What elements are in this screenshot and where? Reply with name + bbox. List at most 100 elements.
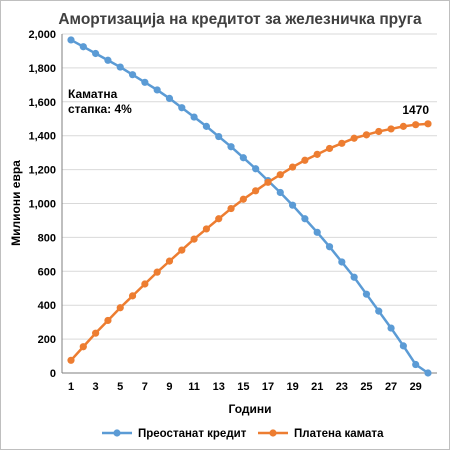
series-line: [70, 38, 429, 375]
data-point: [165, 94, 174, 103]
end-value-label: 1470: [402, 103, 429, 117]
data-point: [153, 268, 161, 276]
x-tick-label: 27: [385, 381, 397, 393]
data-point: [424, 120, 432, 128]
data-point: [202, 122, 211, 130]
data-point: [202, 225, 211, 233]
x-tick-label: 1: [68, 381, 74, 393]
data-point: [338, 139, 346, 147]
data-point: [128, 292, 137, 300]
data-point: [288, 163, 297, 171]
x-tick-label: 23: [336, 381, 348, 393]
legend-label: Платена камата: [294, 428, 384, 440]
data-point: [79, 343, 87, 351]
data-point: [325, 144, 334, 153]
x-tick-label: 19: [286, 381, 298, 393]
legend: Преостанат кредит Платена камата: [102, 428, 384, 440]
data-point: [252, 165, 260, 173]
data-point: [104, 56, 112, 64]
chart-title: Амортизација на кредитот за железничка п…: [58, 11, 422, 28]
data-point: [350, 273, 358, 281]
data-point: [79, 43, 87, 51]
data-point: [239, 195, 247, 203]
data-point: [276, 188, 284, 197]
x-tick-label: 3: [93, 381, 99, 393]
data-point: [288, 201, 297, 209]
data-point: [424, 369, 432, 377]
data-point: [67, 356, 75, 364]
data-point: [362, 131, 371, 139]
data-point: [67, 36, 75, 44]
data-point: [313, 150, 321, 158]
data-point: [215, 215, 223, 223]
data-point: [387, 324, 395, 332]
data-point: [264, 178, 272, 186]
data-point: [215, 132, 223, 141]
gridlines: [62, 33, 437, 340]
rate-annotation-line2: стапка: 4%: [68, 102, 132, 116]
x-tick-label: 15: [237, 381, 249, 393]
data-point: [165, 257, 174, 265]
data-point: [412, 121, 420, 129]
legend-swatch-marker: [113, 429, 121, 437]
data-point: [350, 134, 358, 142]
y-tick-label: 600: [38, 266, 56, 278]
series-line: [70, 122, 429, 362]
rate-annotation-line1: Каматна: [68, 87, 118, 101]
data-point: [399, 122, 407, 130]
x-tick-label: 11: [188, 381, 200, 393]
x-tick-label: 25: [360, 381, 372, 393]
data-point: [178, 104, 186, 112]
data-point: [375, 127, 383, 136]
x-axis-label: Години: [229, 402, 272, 416]
data-point: [313, 228, 321, 236]
x-tick-label: 7: [142, 381, 148, 393]
y-tick-label: 800: [38, 232, 56, 244]
y-axis-label: Милиони евра: [9, 160, 23, 246]
data-point: [362, 290, 371, 298]
x-tick-label: 5: [117, 381, 123, 393]
y-tick-label: 400: [38, 300, 56, 312]
data-point: [141, 78, 149, 86]
y-tick-label: 2,000: [28, 29, 56, 41]
x-tick-label: 9: [166, 381, 172, 393]
data-point: [276, 171, 284, 179]
data-point: [141, 280, 149, 288]
data-point: [412, 360, 420, 369]
data-point: [190, 235, 198, 243]
data-point: [252, 187, 260, 195]
axes: [61, 34, 437, 374]
data-point: [178, 246, 186, 254]
series-1: [67, 36, 432, 377]
y-tick-label: 0: [50, 368, 56, 380]
data-point: [301, 215, 309, 223]
y-tick-label: 1,600: [28, 97, 56, 109]
data-point: [227, 204, 235, 213]
x-tick-label: 17: [262, 381, 274, 393]
data-point: [116, 304, 124, 312]
data-point: [128, 71, 137, 79]
y-tick-label: 200: [38, 334, 56, 346]
y-tick-label: 1,000: [28, 199, 56, 211]
data-point: [104, 316, 112, 325]
data-point: [239, 154, 247, 162]
data-point: [92, 329, 100, 337]
data-point: [375, 307, 383, 315]
y-tick-label: 1,400: [28, 131, 56, 143]
y-tick-labels: 0 200 400 600 800 1,000 1,200 1,400 1,600 1,800 2,…: [28, 29, 56, 380]
data-point: [338, 258, 346, 266]
data-point: [325, 243, 334, 251]
x-tick-label: 21: [311, 381, 323, 393]
series-layer: [67, 36, 432, 377]
data-point: [116, 63, 124, 71]
x-tick-labels: 1 3 5 7 9 11 13 15 17 19 21 23 25 27 29: [68, 381, 422, 393]
x-tick-label: 29: [410, 381, 422, 393]
legend-label: Преостанат кредит: [138, 428, 247, 440]
data-point: [387, 125, 395, 133]
data-point: [92, 49, 100, 58]
y-tick-label: 1,800: [28, 63, 56, 75]
series-2: [67, 120, 432, 364]
y-tick-label: 1,200: [28, 165, 56, 177]
data-point: [301, 156, 309, 164]
